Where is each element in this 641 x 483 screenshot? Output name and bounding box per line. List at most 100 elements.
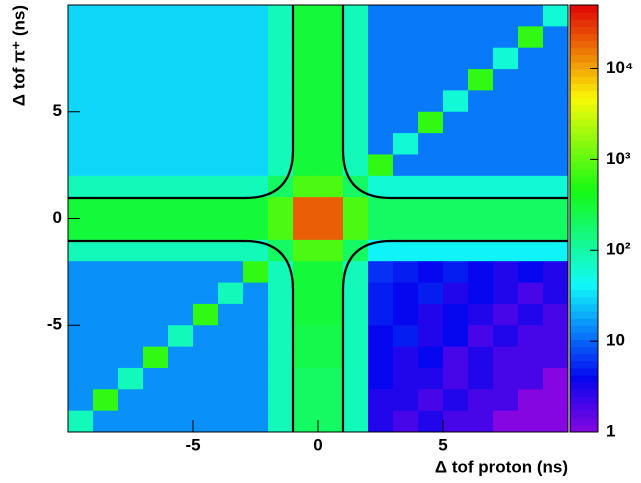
heatmap-cell xyxy=(468,175,494,198)
heatmap-cell xyxy=(118,111,144,134)
heatmap-cell xyxy=(468,218,494,241)
heatmap-cell xyxy=(443,197,469,219)
heatmap-cell xyxy=(218,410,244,433)
color-bar-step xyxy=(570,19,598,27)
heatmap-cell xyxy=(243,389,269,412)
heatmap-cell xyxy=(318,410,344,433)
heatmap-cell xyxy=(168,389,194,412)
color-bar-step xyxy=(570,182,598,191)
color-bar-step xyxy=(570,69,598,77)
color-bar-step xyxy=(570,140,598,148)
heatmap-cell xyxy=(343,197,369,219)
heatmap-cell xyxy=(518,175,544,198)
heatmap-cell xyxy=(243,175,269,198)
color-bar-step xyxy=(570,367,598,376)
heatmap-cell xyxy=(493,26,519,49)
heatmap-cell xyxy=(393,26,419,49)
heatmap-cell xyxy=(543,26,569,49)
heatmap-cell xyxy=(318,197,344,219)
color-bar-step xyxy=(570,346,598,355)
heatmap-cell xyxy=(518,154,544,177)
heatmap-cell xyxy=(293,346,319,369)
heatmap-cell xyxy=(143,197,169,219)
color-bar-step xyxy=(570,83,598,91)
color-bar-step xyxy=(570,76,598,84)
heatmap-cell xyxy=(343,154,369,177)
heatmap-cell xyxy=(168,239,194,262)
heatmap-cell xyxy=(518,282,544,305)
heatmap-cell xyxy=(318,389,344,412)
heatmap-cell xyxy=(543,239,569,262)
heatmap-cell xyxy=(418,5,444,27)
heatmap-cell xyxy=(343,218,369,241)
y-tick-label: 0 xyxy=(53,208,62,227)
heatmap-cell xyxy=(343,111,369,134)
heatmap-cell xyxy=(318,218,344,241)
heatmap-cell xyxy=(393,175,419,198)
heatmap-cell xyxy=(518,303,544,326)
heatmap-cell xyxy=(368,47,394,70)
heatmap-cell xyxy=(118,325,144,348)
heatmap-cell xyxy=(543,197,569,219)
heatmap-cell xyxy=(293,26,319,49)
heatmap-cell xyxy=(218,218,244,241)
heatmap-cell xyxy=(168,261,194,284)
heatmap-cell xyxy=(418,346,444,369)
heatmap-cell xyxy=(143,410,169,433)
heatmap-cell xyxy=(468,346,494,369)
heatmap-cell xyxy=(193,367,219,390)
heatmap-cell xyxy=(543,346,569,369)
heatmap-cell xyxy=(68,367,94,390)
cut-line xyxy=(68,239,295,432)
heatmap-cell xyxy=(293,133,319,155)
y-tick-label: 5 xyxy=(53,101,62,120)
heatmap-cell xyxy=(143,218,169,241)
heatmap-cell xyxy=(143,133,169,155)
heatmap-cell xyxy=(243,111,269,134)
heatmap-cell xyxy=(368,5,394,27)
heatmap-cell xyxy=(443,239,469,262)
heatmap-cell xyxy=(468,47,494,70)
heatmap-cell xyxy=(368,175,394,198)
color-bar-step xyxy=(570,125,598,134)
heatmap-cell xyxy=(518,90,544,113)
heatmap-cell xyxy=(293,325,319,348)
heatmap-cell xyxy=(293,175,319,198)
heatmap-cell xyxy=(393,303,419,326)
heatmap-cell xyxy=(118,218,144,241)
heatmap-cell xyxy=(443,154,469,177)
heatmap-cell xyxy=(468,26,494,49)
heatmap-cell xyxy=(418,90,444,113)
y-axis-label: Δ tof π⁺ (ns) xyxy=(9,5,28,106)
heatmap-cell xyxy=(268,26,294,49)
heatmap-cell xyxy=(68,133,94,155)
color-bar-step xyxy=(570,204,598,212)
heatmap-cell xyxy=(543,111,569,134)
heatmap-cell xyxy=(443,367,469,390)
heatmap-cell xyxy=(468,389,494,412)
heatmap-cell xyxy=(468,239,494,262)
y-tick-label: -5 xyxy=(47,315,62,334)
heatmap-cell xyxy=(68,218,94,241)
heatmap-cell xyxy=(168,325,194,348)
heatmap-cell xyxy=(293,261,319,284)
color-bar-step xyxy=(570,375,598,383)
color-bar-step xyxy=(570,410,598,419)
heatmap-cell xyxy=(243,346,269,369)
z-tick-label: 10 xyxy=(606,331,625,350)
cut-line xyxy=(341,5,568,200)
heatmap-cell xyxy=(93,111,119,134)
heatmap-cell xyxy=(243,133,269,155)
cut-line xyxy=(341,239,568,432)
heatmap-cell xyxy=(468,197,494,219)
color-bar-step xyxy=(570,389,598,397)
color-bar-step xyxy=(570,161,598,170)
heatmap-cell xyxy=(193,133,219,155)
heatmap-cell xyxy=(268,303,294,326)
heatmap-cell xyxy=(293,239,319,262)
heatmap-cell xyxy=(493,410,519,433)
heatmap-cell xyxy=(268,197,294,219)
heatmap-cell xyxy=(193,303,219,326)
heatmap-cell xyxy=(543,90,569,113)
